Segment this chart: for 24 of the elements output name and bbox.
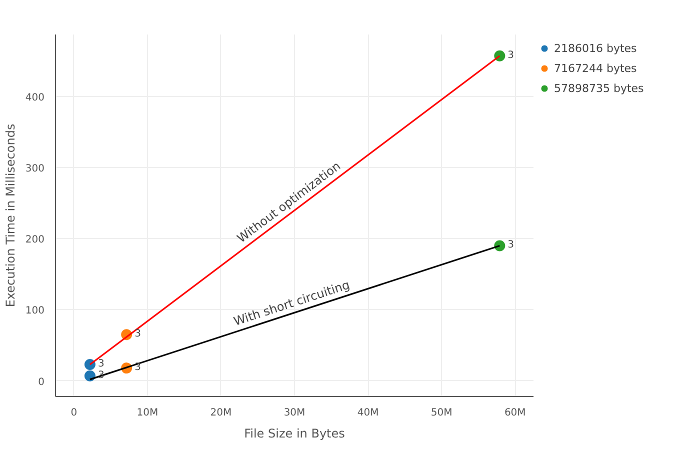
- y-tick-label: 300: [25, 163, 45, 174]
- y-tick-label: 400: [25, 92, 45, 104]
- x-tick-label: 40M: [357, 408, 379, 418]
- y-tick-label: 0: [38, 376, 45, 388]
- annotation: 3: [98, 358, 104, 370]
- x-tick-label: 60M: [504, 408, 526, 418]
- x-tick-label: 30M: [284, 408, 306, 418]
- x-tick-label: 20M: [210, 408, 232, 418]
- legend-label: 7167244 bytes: [554, 62, 637, 74]
- annotation: 3: [508, 240, 514, 251]
- x-tick-label: 0: [70, 408, 78, 418]
- annotation: 3: [134, 328, 141, 340]
- annotation: 3: [508, 50, 514, 61]
- y-tick-label: 200: [25, 234, 45, 246]
- legend-label: 57898735 bytes: [554, 82, 644, 94]
- point: [84, 359, 96, 370]
- y-axis-title: Execution Time in Milliseconds: [3, 124, 18, 308]
- x-tick-label: 10M: [136, 408, 158, 418]
- x-axis-title: File Size in Bytes: [244, 426, 345, 440]
- legend-label: 2186016 bytes: [554, 42, 637, 54]
- annotation: 3: [134, 362, 141, 374]
- x-tick-label: 50M: [430, 408, 452, 418]
- point: [84, 370, 96, 382]
- y-tick-label: 100: [25, 306, 45, 317]
